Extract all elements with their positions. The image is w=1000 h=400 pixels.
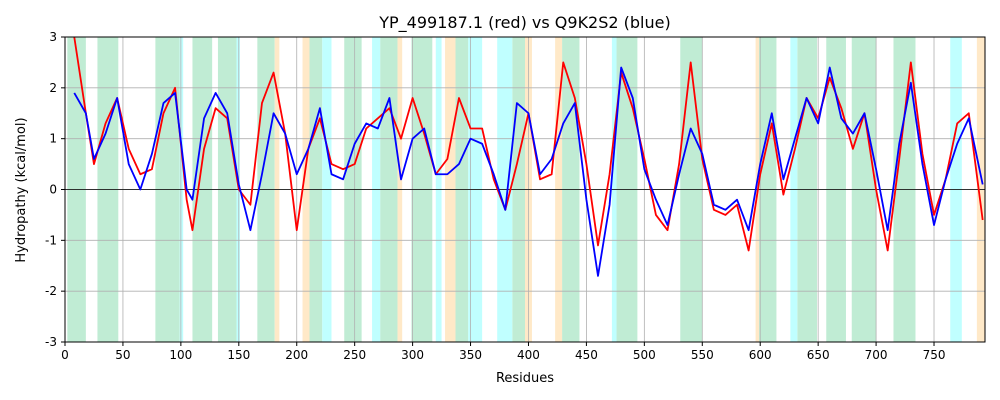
y-tick-label: 3 [49, 30, 57, 44]
x-tick-label: 750 [923, 348, 946, 362]
series-line [73, 36, 984, 252]
x-tick-label: 150 [227, 348, 250, 362]
y-tick-label: -3 [45, 335, 57, 349]
x-axis-label: Residues [496, 371, 554, 386]
x-tick-label: 100 [169, 348, 192, 362]
y-tick-label: -2 [45, 284, 57, 298]
series-line [73, 66, 984, 277]
y-tick-label: -1 [45, 233, 57, 247]
x-tick-label: 50 [115, 348, 130, 362]
x-tick-label: 500 [633, 348, 656, 362]
y-axis-label: Hydropathy (kcal/mol) [14, 117, 29, 262]
y-tick-label: 1 [49, 132, 57, 146]
chart-title: YP_499187.1 (red) vs Q9K2S2 (blue) [378, 13, 670, 33]
x-tick-label: 350 [459, 348, 482, 362]
y-tick-label: 2 [49, 81, 57, 95]
x-tick-label: 400 [517, 348, 540, 362]
y-tick-label: 0 [49, 183, 57, 197]
x-tick-label: 200 [285, 348, 308, 362]
x-tick-label: 450 [575, 348, 598, 362]
x-tick-label: 600 [749, 348, 772, 362]
x-tick-label: 700 [865, 348, 888, 362]
x-tick-label: 0 [61, 348, 69, 362]
x-tick-label: 300 [401, 348, 424, 362]
x-tick-label: 650 [807, 348, 830, 362]
x-tick-label: 550 [691, 348, 714, 362]
x-tick-label: 250 [343, 348, 366, 362]
